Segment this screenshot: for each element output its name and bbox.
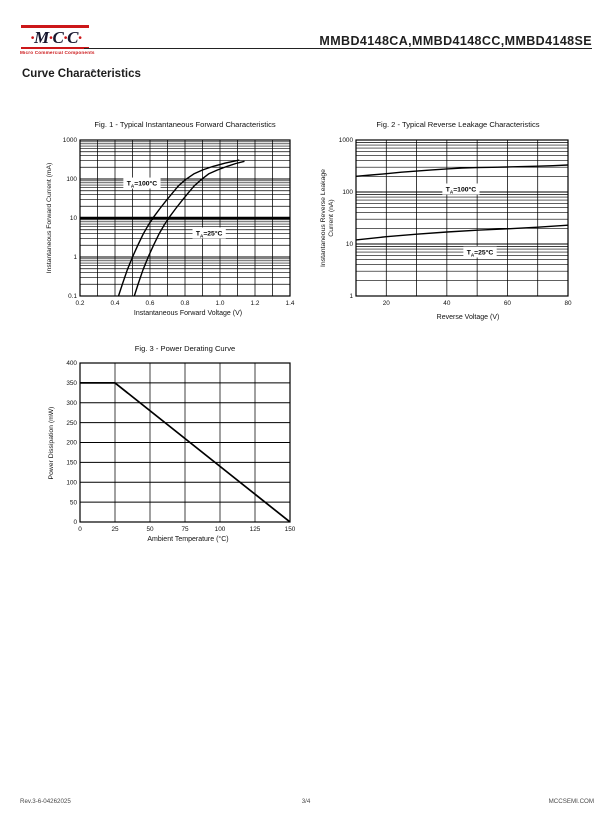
svg-text:0.4: 0.4 (111, 300, 120, 307)
figure-1-forward-characteristics: Fig. 1 - Typical Instantaneous Forward C… (38, 116, 308, 328)
svg-text:10: 10 (70, 215, 78, 222)
logo-top-bar (21, 25, 89, 28)
svg-text:100: 100 (342, 189, 353, 196)
part-numbers: MMBD4148CA,MMBD4148CC,MMBD4148SE (319, 34, 592, 48)
fig3-title: Fig. 3 - Power Derating Curve (134, 344, 236, 353)
figure-3-power-derating: Fig. 3 - Power Derating Curve Power Diss… (38, 340, 308, 552)
fig2-title: Fig. 2 - Typical Reverse Leakage Charact… (376, 120, 540, 129)
svg-text:TA=25°C: TA=25°C (196, 229, 223, 238)
svg-text:0.1: 0.1 (68, 293, 77, 300)
svg-text:1: 1 (73, 254, 77, 261)
fig2-x-axis-label: Reverse Voltage (V) (436, 314, 500, 321)
svg-text:0.2: 0.2 (76, 300, 85, 307)
svg-text:250: 250 (66, 420, 77, 427)
fig1-title: Fig. 1 - Typical Instantaneous Forward C… (94, 120, 276, 129)
svg-text:80: 80 (564, 300, 572, 307)
logo-bottom-bar (21, 46, 89, 50)
logo-letters: ·M·C·C· (30, 27, 82, 47)
svg-text:100: 100 (215, 526, 226, 533)
power-derating-chart: 0 25 50 75 100 125 150 0 50 100 150 200 250 300 350 400 (66, 360, 296, 533)
svg-text:150: 150 (66, 460, 77, 467)
svg-text:0.6: 0.6 (146, 300, 155, 307)
svg-text:400: 400 (66, 360, 77, 367)
svg-text:75: 75 (181, 526, 189, 533)
svg-text:1.2: 1.2 (251, 300, 260, 307)
svg-text:10: 10 (346, 241, 354, 248)
fig1-x-axis-label: Instantaneous Forward Voltage (V) (133, 310, 243, 317)
svg-text:100: 100 (66, 479, 77, 486)
svg-text:TA=100°C: TA=100°C (127, 180, 158, 189)
reverse-leakage-chart: 20 40 60 80 1 10 100 1000 TA=100°C TA=25°C (339, 137, 572, 307)
fig3-x-axis-label: Ambient Temperature (°C) (147, 536, 229, 543)
svg-text:125: 125 (250, 526, 261, 533)
svg-text:20: 20 (383, 300, 391, 307)
svg-text:50: 50 (70, 499, 78, 506)
svg-text:0: 0 (78, 526, 82, 533)
svg-text:0.8: 0.8 (181, 300, 190, 307)
svg-text:60: 60 (504, 300, 512, 307)
mcc-logo: ·M·C·C· ® Micro Commercial Components (20, 25, 95, 75)
svg-text:1.4: 1.4 (286, 300, 295, 307)
figure-2-reverse-leakage: Fig. 2 - Typical Reverse Leakage Charact… (318, 116, 588, 328)
svg-text:25: 25 (111, 526, 119, 533)
logo-subtitle: Micro Commercial Components (20, 50, 95, 56)
svg-text:1000: 1000 (63, 137, 78, 144)
footer-website: MCCSEMI.COM (548, 798, 594, 805)
footer-page-number: 3/4 (301, 798, 311, 805)
svg-text:1: 1 (349, 293, 353, 300)
page-title: Curve Characteristics (22, 68, 141, 80)
svg-text:TA=25°C: TA=25°C (467, 249, 494, 258)
svg-text:300: 300 (66, 400, 77, 407)
svg-text:200: 200 (66, 440, 77, 447)
footer-revision: Rev.3-6-04262025 (20, 798, 71, 805)
svg-text:100: 100 (66, 176, 77, 183)
svg-text:50: 50 (146, 526, 154, 533)
header-divider (84, 48, 592, 49)
svg-text:0: 0 (73, 519, 77, 526)
forward-characteristics-chart: 0.2 0.4 0.6 0.8 1.0 1.2 1.4 0.1 1 10 100 1000 TA=100… (63, 137, 295, 307)
svg-text:150: 150 (285, 526, 296, 533)
svg-text:350: 350 (66, 380, 77, 387)
svg-text:TA=100°C: TA=100°C (446, 185, 477, 194)
svg-text:40: 40 (443, 300, 451, 307)
svg-text:1000: 1000 (339, 137, 354, 144)
svg-text:1.0: 1.0 (216, 300, 225, 307)
registered-trademark-icon: ® (91, 69, 95, 75)
